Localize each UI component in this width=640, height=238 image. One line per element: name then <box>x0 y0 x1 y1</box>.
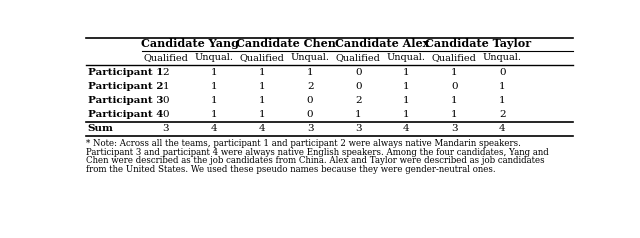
Text: from the United States. We used these pseudo names because they were gender-neut: from the United States. We used these ps… <box>86 165 496 174</box>
Text: 4: 4 <box>499 124 506 133</box>
Text: 2: 2 <box>163 68 170 77</box>
Text: 1: 1 <box>403 109 410 119</box>
Text: 4: 4 <box>403 124 410 133</box>
Text: Chen were described as the job candidates from China. Alex and Taylor were descr: Chen were described as the job candidate… <box>86 156 545 165</box>
Text: 4: 4 <box>211 124 218 133</box>
Text: Participant 3 and participant 4 were always native English speakers. Among the f: Participant 3 and participant 4 were alw… <box>86 148 549 157</box>
Text: Qualified: Qualified <box>432 53 477 62</box>
Text: Qualified: Qualified <box>143 53 188 62</box>
Text: 1: 1 <box>499 82 506 91</box>
Text: 1: 1 <box>403 96 410 105</box>
Text: Unqual.: Unqual. <box>483 53 522 62</box>
Text: 2: 2 <box>355 96 362 105</box>
Text: Sum: Sum <box>88 124 114 133</box>
Text: 3: 3 <box>451 124 458 133</box>
Text: Candidate Alex: Candidate Alex <box>335 39 429 50</box>
Text: Participant 1: Participant 1 <box>88 68 163 77</box>
Text: 1: 1 <box>259 96 266 105</box>
Text: 1: 1 <box>307 68 314 77</box>
Text: 0: 0 <box>355 82 362 91</box>
Text: 1: 1 <box>259 109 266 119</box>
Text: 1: 1 <box>355 109 362 119</box>
Text: 1: 1 <box>259 82 266 91</box>
Text: Candidate Chen: Candidate Chen <box>236 39 336 50</box>
Text: 1: 1 <box>211 96 218 105</box>
Text: 0: 0 <box>163 96 170 105</box>
Text: 0: 0 <box>451 82 458 91</box>
Text: 1: 1 <box>451 109 458 119</box>
Text: Participant 3: Participant 3 <box>88 96 163 105</box>
Text: Candidate Yang: Candidate Yang <box>141 39 239 50</box>
Text: 1: 1 <box>163 82 170 91</box>
Text: 1: 1 <box>259 68 266 77</box>
Text: 1: 1 <box>403 82 410 91</box>
Text: 3: 3 <box>307 124 314 133</box>
Text: 2: 2 <box>499 109 506 119</box>
Text: 0: 0 <box>499 68 506 77</box>
Text: Participant 4: Participant 4 <box>88 109 163 119</box>
Text: 2: 2 <box>307 82 314 91</box>
Text: 1: 1 <box>211 68 218 77</box>
Text: Unqual.: Unqual. <box>195 53 234 62</box>
Text: 1: 1 <box>403 68 410 77</box>
Text: 0: 0 <box>355 68 362 77</box>
Text: 1: 1 <box>499 96 506 105</box>
Text: 1: 1 <box>211 109 218 119</box>
Text: 0: 0 <box>163 109 170 119</box>
Text: 1: 1 <box>451 96 458 105</box>
Text: 1: 1 <box>211 82 218 91</box>
Text: 0: 0 <box>307 96 314 105</box>
Text: Qualified: Qualified <box>240 53 285 62</box>
Text: Candidate Taylor: Candidate Taylor <box>426 39 531 50</box>
Text: 4: 4 <box>259 124 266 133</box>
Text: Unqual.: Unqual. <box>291 53 330 62</box>
Text: 1: 1 <box>451 68 458 77</box>
Text: 3: 3 <box>163 124 170 133</box>
Text: Qualified: Qualified <box>336 53 381 62</box>
Text: 3: 3 <box>355 124 362 133</box>
Text: Unqual.: Unqual. <box>387 53 426 62</box>
Text: * Note: Across all the teams, participant 1 and participant 2 were always native: * Note: Across all the teams, participan… <box>86 139 521 148</box>
Text: 0: 0 <box>307 109 314 119</box>
Text: Participant 2: Participant 2 <box>88 82 163 91</box>
